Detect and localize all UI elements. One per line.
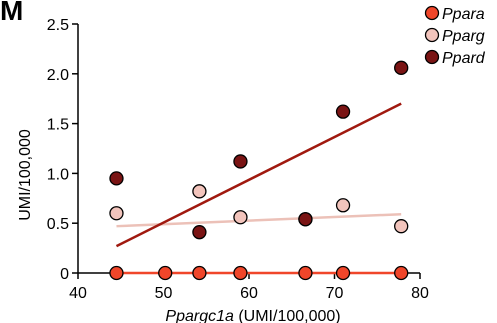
x-tick-label: 50 [155, 285, 173, 302]
point-ppard [335, 104, 351, 119]
point-pparg [335, 198, 351, 213]
point-pparg [233, 210, 248, 225]
x-axis-label-italic: Ppargc1a [165, 308, 234, 323]
point-ppara [233, 265, 248, 281]
fit-lines [115, 102, 402, 275]
point-ppard [233, 154, 248, 169]
point-pparg [394, 219, 409, 234]
y-tick-label: 0 [60, 266, 69, 283]
data-points [109, 60, 409, 281]
legend: Ppara Pparg Ppard [424, 5, 486, 67]
point-ppard [109, 171, 124, 186]
point-ppara [192, 265, 207, 281]
point-ppara [109, 265, 124, 281]
point-ppard [394, 60, 409, 75]
point-ppara [298, 265, 313, 281]
y-tick-label: 1.5 [47, 117, 69, 134]
point-pparg [192, 184, 207, 199]
x-tick-label: 60 [240, 285, 258, 302]
y-tick-label: 1.0 [47, 166, 69, 183]
y-tick-label: 0.5 [47, 216, 69, 233]
legend-label-ppard: Ppard [442, 50, 486, 67]
point-pparg [109, 206, 124, 221]
y-tick-label: 2.5 [47, 17, 69, 34]
x-axis-label: Ppargc1a (UMI/100,000) [165, 308, 340, 323]
panel-letter: M [0, 0, 23, 26]
legend-marker-ppard [424, 49, 440, 65]
point-ppara [335, 265, 351, 281]
axes: 0 0.5 1.0 1.5 2.0 2.5 40 50 60 70 80 [47, 17, 429, 302]
legend-label-ppara: Ppara [442, 6, 485, 23]
fit-line-ppard [115, 102, 402, 248]
y-axis-label-group: UMI/100,000 [17, 129, 34, 221]
y-tick-label: 2.0 [47, 67, 69, 84]
x-tick-label: 40 [69, 285, 87, 302]
point-ppara [158, 265, 173, 281]
x-tick-label: 80 [411, 285, 429, 302]
point-ppara [394, 265, 409, 281]
legend-marker-pparg [424, 27, 440, 43]
x-tick-label: 70 [326, 285, 344, 302]
legend-marker-ppara [424, 5, 440, 21]
point-ppard [192, 225, 207, 240]
point-ppard [298, 212, 313, 227]
y-axis-label: UMI/100,000 [17, 129, 34, 221]
x-axis-label-units: (UMI/100,000) [234, 308, 341, 323]
legend-label-pparg: Pparg [442, 28, 485, 45]
fit-line-pparg [116, 212, 402, 228]
